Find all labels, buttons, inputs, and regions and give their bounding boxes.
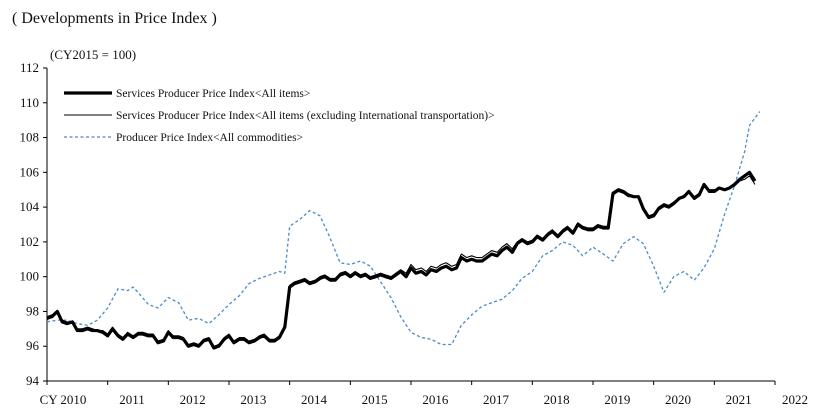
y-tick-label: 102 — [20, 234, 40, 249]
x-tick-label: 2020 — [665, 392, 691, 407]
y-tick-label: 106 — [20, 164, 40, 179]
legend: Services Producer Price Index<All items>… — [64, 88, 495, 144]
x-tick-label: 2012 — [180, 392, 206, 407]
series-line-1 — [46, 175, 756, 347]
y-tick-label: 98 — [26, 303, 39, 318]
x-tick-label: 2015 — [362, 392, 388, 407]
x-tick-label: 2019 — [604, 392, 630, 407]
unit-label: (CY2015 = 100) — [50, 47, 137, 62]
y-tick-label: 100 — [20, 269, 40, 284]
legend-label-2: Producer Price Index<All commodities> — [116, 132, 303, 144]
x-tick-label: 2013 — [240, 392, 266, 407]
legend-label-1: Services Producer Price Index<All items … — [116, 110, 495, 122]
y-tick-label: 110 — [20, 95, 39, 110]
series-line-2 — [46, 111, 761, 346]
y-tick-label: 94 — [26, 373, 40, 388]
y-tick-label: 108 — [20, 130, 40, 145]
x-tick-label: 2018 — [544, 392, 570, 407]
x-tick-label: 2021 — [726, 392, 752, 407]
x-tick-label: CY 2010 — [40, 392, 87, 407]
y-tick-label: 112 — [20, 60, 39, 75]
legend-label-0: Services Producer Price Index<All items> — [116, 88, 310, 100]
series-line-0 — [46, 170, 757, 350]
series-layer — [46, 111, 761, 350]
y-tick-label: 104 — [20, 199, 40, 214]
x-tick-label: 2011 — [119, 392, 145, 407]
x-tick-label: 2014 — [301, 392, 328, 407]
y-tick-label: 96 — [26, 338, 40, 353]
x-tick-label: 2017 — [483, 392, 510, 407]
chart-title: ( Developments in Price Index ) — [12, 10, 217, 27]
x-tick-label: 2022 — [782, 392, 808, 407]
chart-axes: 94 96 98 100 102 104 106 108 110 112 CY 2010 2011 20… — [20, 60, 809, 407]
x-tick-label: 2016 — [422, 392, 449, 407]
